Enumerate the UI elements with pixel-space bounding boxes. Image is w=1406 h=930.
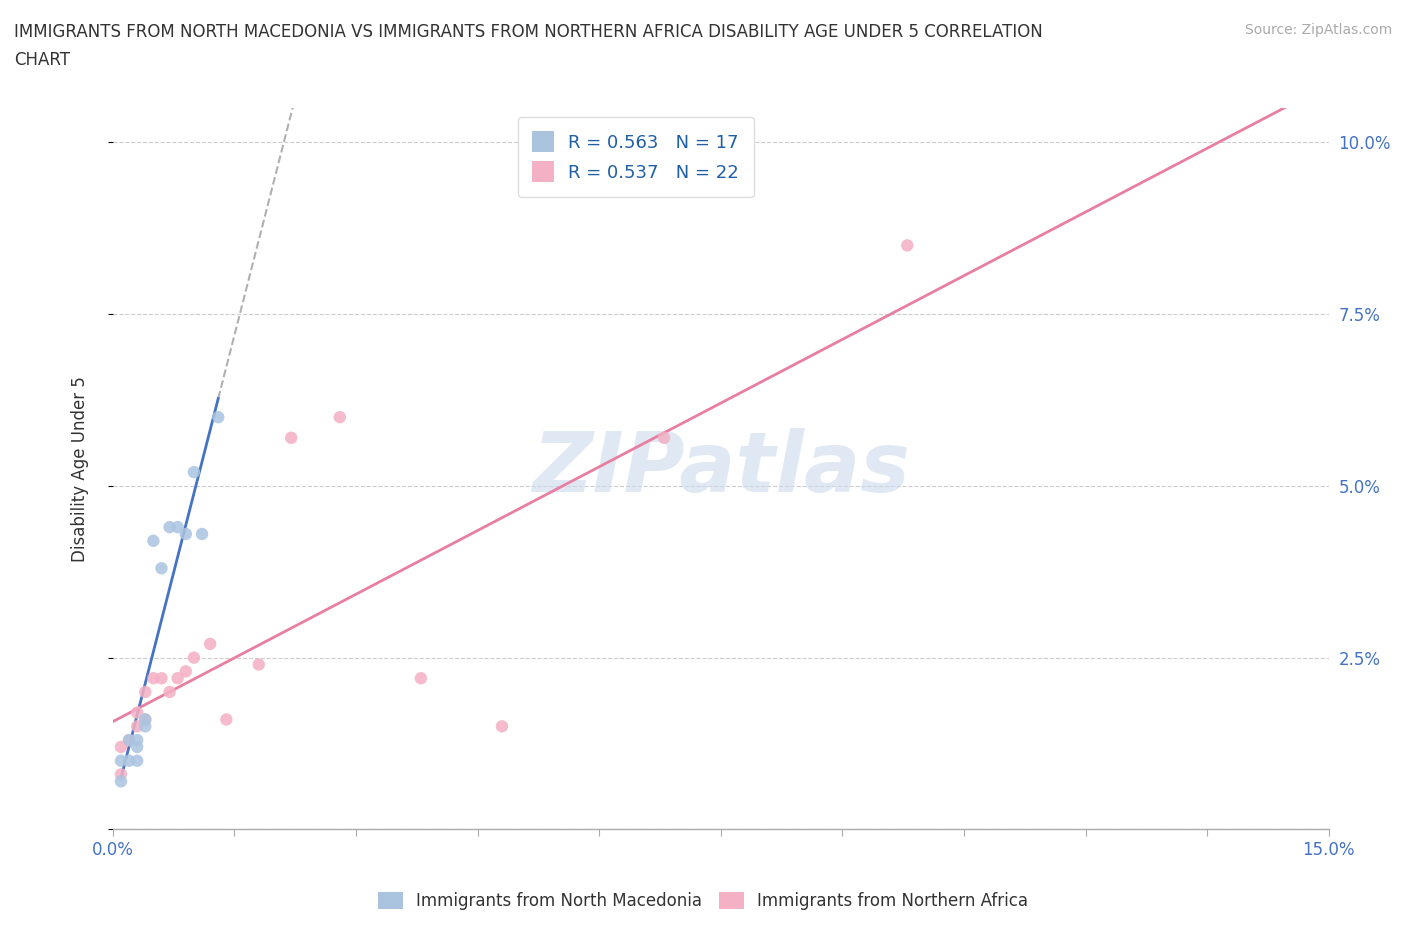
Legend: Immigrants from North Macedonia, Immigrants from Northern Africa: Immigrants from North Macedonia, Immigra…	[371, 885, 1035, 917]
Point	[652, 431, 675, 445]
Point	[174, 664, 197, 679]
Legend: R = 0.563   N = 17, R = 0.537   N = 22: R = 0.563 N = 17, R = 0.537 N = 22	[517, 117, 754, 196]
Point	[207, 410, 229, 425]
Point	[118, 733, 141, 748]
Point	[110, 774, 132, 789]
Point	[183, 465, 205, 480]
Point	[118, 733, 141, 748]
Point	[127, 739, 149, 754]
Point	[409, 671, 432, 685]
Point	[329, 410, 352, 425]
Point	[166, 520, 188, 535]
Text: IMMIGRANTS FROM NORTH MACEDONIA VS IMMIGRANTS FROM NORTHERN AFRICA DISABILITY AG: IMMIGRANTS FROM NORTH MACEDONIA VS IMMIG…	[14, 23, 1043, 41]
Point	[159, 520, 181, 535]
Point	[134, 712, 156, 727]
Text: Source: ZipAtlas.com: Source: ZipAtlas.com	[1244, 23, 1392, 37]
Point	[183, 650, 205, 665]
Point	[127, 753, 149, 768]
Point	[215, 712, 238, 727]
Point	[159, 684, 181, 699]
Point	[247, 658, 270, 672]
Point	[280, 431, 302, 445]
Point	[134, 684, 156, 699]
Point	[198, 636, 221, 651]
Point	[110, 767, 132, 782]
Point	[166, 671, 188, 685]
Point	[118, 753, 141, 768]
Text: CHART: CHART	[14, 51, 70, 69]
Point	[150, 561, 173, 576]
Point	[127, 719, 149, 734]
Point	[896, 238, 918, 253]
Point	[134, 712, 156, 727]
Point	[127, 705, 149, 720]
Point	[491, 719, 513, 734]
Point	[142, 534, 165, 549]
Point	[110, 739, 132, 754]
Point	[150, 671, 173, 685]
Point	[174, 526, 197, 541]
Point	[110, 753, 132, 768]
Point	[134, 719, 156, 734]
Point	[142, 671, 165, 685]
Y-axis label: Disability Age Under 5: Disability Age Under 5	[72, 376, 89, 562]
Point	[191, 526, 214, 541]
Point	[127, 733, 149, 748]
Text: ZIPatlas: ZIPatlas	[531, 428, 910, 510]
